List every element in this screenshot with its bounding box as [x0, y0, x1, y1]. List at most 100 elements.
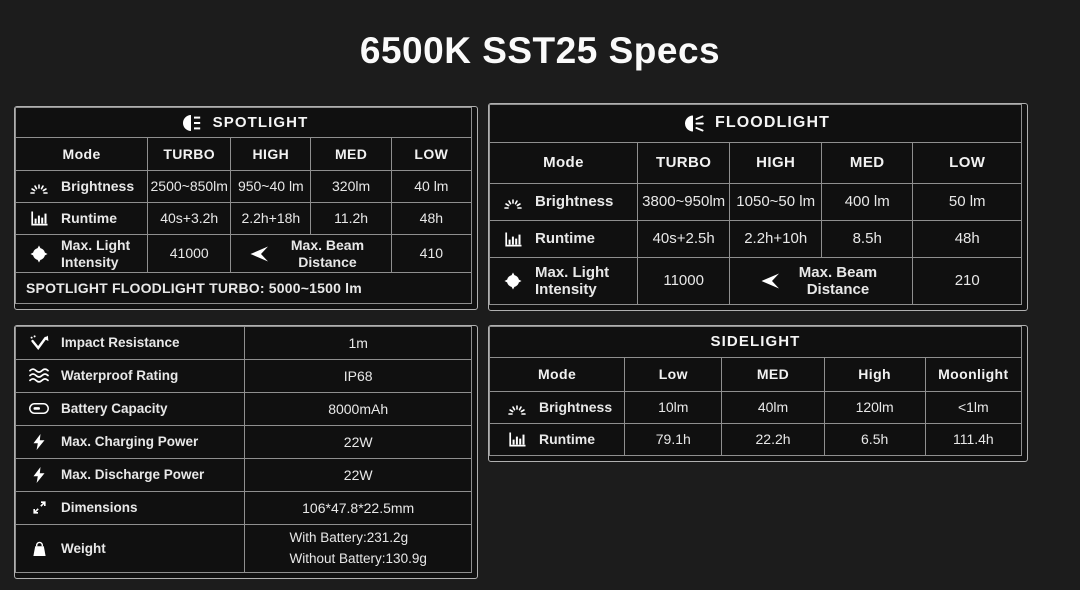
brightness-icon: [26, 180, 52, 194]
runtime-icon: [504, 432, 530, 447]
weight-value-cell: With Battery:231.2g Without Battery:130.…: [244, 524, 472, 573]
floodlight-spec-table: FLOODLIGHT Mode TURBO HIGH MED LOW Brigh…: [488, 103, 1028, 311]
light-intensity-icon: [500, 272, 526, 290]
sidelight-brightness-label: Brightness: [539, 399, 613, 416]
floodlight-intensity-label: Max. Light Intensity: [535, 263, 610, 298]
floodlight-beam-label-cell: Max. Beam Distance: [729, 257, 914, 305]
waterproof-label: Waterproof Rating: [61, 368, 179, 384]
spotlight-brightness-label-cell: Brightness: [14, 170, 149, 203]
floodlight-brightness-low: 50 lm: [912, 183, 1022, 221]
sidelight-brightness-high: 120lm: [823, 391, 926, 424]
spotlight-col-low: LOW: [390, 137, 473, 171]
sidelight-runtime-label: Runtime: [539, 431, 595, 448]
spotlight-col-turbo: TURBO: [147, 137, 232, 171]
battery-icon: [26, 403, 52, 415]
sidelight-spec-table: SIDELIGHT Mode Low MED High Moonlight Br…: [488, 325, 1028, 462]
sidelight-runtime-med: 22.2h: [721, 423, 825, 456]
floodlight-beam-value: 210: [912, 257, 1022, 305]
charging-power-value: 22W: [244, 425, 472, 459]
floodlight-runtime-high: 2.2h+10h: [729, 220, 822, 258]
discharge-power-label-cell: Max. Discharge Power: [14, 458, 246, 492]
sidelight-col-mode: Mode: [488, 357, 626, 392]
spotlight-title: SPOTLIGHT: [212, 113, 309, 131]
spotlight-spec-table: SPOTLIGHT Mode TURBO HIGH MED LOW Bright…: [14, 106, 478, 310]
battery-capacity-value: 8000mAh: [244, 392, 472, 426]
sidelight-col-moonlight: Moonlight: [924, 357, 1023, 392]
spotlight-col-mode: Mode: [14, 137, 149, 171]
dimensions-label-cell: Dimensions: [14, 491, 246, 525]
floodlight-brightness-label: Brightness: [535, 193, 614, 211]
floodlight-runtime-label: Runtime: [535, 230, 595, 248]
sidelight-brightness-moonlight: <1lm: [924, 391, 1023, 424]
impact-resistance-label-cell: Impact Resistance: [14, 326, 246, 360]
floodlight-runtime-label-cell: Runtime: [489, 220, 638, 258]
spotlight-brightness-high: 950~40 lm: [230, 170, 312, 203]
floodlight-brightness-high: 1050~50 lm: [729, 183, 822, 221]
floodlight-intensity-label-cell: Max. Light Intensity: [489, 257, 638, 305]
spotlight-header: SPOTLIGHT: [15, 107, 472, 138]
sidelight-brightness-med: 40lm: [721, 391, 825, 424]
sidelight-brightness-low: 10lm: [624, 391, 723, 424]
sidelight-col-med: MED: [721, 357, 825, 392]
runtime-icon: [500, 232, 526, 247]
floodlight-col-turbo: TURBO: [636, 142, 731, 184]
page-title: 6500K SST25 Specs: [359, 30, 721, 71]
weight-label: Weight: [61, 540, 106, 556]
charging-power-label: Max. Charging Power: [61, 434, 199, 450]
spotlight-runtime-low: 48h: [390, 202, 473, 235]
sidelight-runtime-label-cell: Runtime: [488, 423, 626, 456]
spotlight-brightness-low: 40 lm: [390, 170, 473, 203]
beam-distance-icon: [246, 246, 272, 262]
floodlight-beam-label: Max. Beam Distance: [798, 263, 878, 298]
impact-resistance-icon: [26, 335, 52, 351]
spotlight-intensity-value: 41000: [147, 234, 232, 273]
weight-label-cell: Weight: [14, 524, 246, 573]
impact-resistance-label: Impact Resistance: [61, 335, 180, 351]
waterproof-value: IP68: [244, 359, 472, 393]
spotlight-beam-label: Max. Beam Distance: [290, 237, 365, 270]
waterproof-icon: [26, 368, 52, 384]
discharge-power-icon: [26, 467, 52, 483]
floodlight-brightness-turbo: 3800~950lm: [636, 183, 731, 221]
dimensions-label: Dimensions: [61, 500, 138, 516]
floodlight-brightness-label-cell: Brightness: [489, 183, 638, 221]
floodlight-title: FLOODLIGHT: [715, 114, 830, 132]
dimensions-icon: [26, 500, 52, 515]
discharge-power-label: Max. Discharge Power: [61, 467, 205, 483]
weight-icon: [26, 541, 52, 557]
brightness-icon: [504, 401, 530, 415]
sidelight-runtime-high: 6.5h: [823, 423, 926, 456]
spotlight-brightness-med: 320lm: [310, 170, 392, 203]
floodlight-intensity-value: 11000: [636, 257, 731, 305]
spotlight-intensity-label-cell: Max. Light Intensity: [14, 234, 149, 273]
floodlight-header: FLOODLIGHT: [489, 104, 1022, 143]
sidelight-runtime-moonlight: 111.4h: [924, 423, 1023, 456]
spotlight-brightness-label: Brightness: [61, 178, 135, 195]
waterproof-label-cell: Waterproof Rating: [14, 359, 246, 393]
general-spec-table: Impact Resistance 1m Waterproof Rating I…: [14, 325, 478, 579]
weight-without-battery: Without Battery:130.9g: [289, 550, 427, 566]
discharge-power-value: 22W: [244, 458, 472, 492]
floodlight-col-mode: Mode: [489, 142, 638, 184]
floodlight-col-low: LOW: [912, 142, 1022, 184]
floodlight-col-med: MED: [820, 142, 914, 184]
battery-capacity-label: Battery Capacity: [61, 401, 168, 417]
spotlight-runtime-turbo: 40s+3.2h: [147, 202, 232, 235]
spotlight-intensity-label: Max. Light Intensity: [61, 237, 131, 270]
charging-power-label-cell: Max. Charging Power: [14, 425, 246, 459]
sidelight-col-low: Low: [624, 357, 723, 392]
spotlight-runtime-label-cell: Runtime: [14, 202, 149, 235]
spotlight-runtime-med: 11.2h: [310, 202, 392, 235]
spotlight-icon: [179, 114, 205, 131]
beam-distance-icon: [757, 273, 783, 289]
spotlight-col-med: MED: [310, 137, 392, 171]
light-intensity-icon: [26, 245, 52, 263]
sidelight-title: SIDELIGHT: [710, 333, 801, 351]
runtime-icon: [26, 211, 52, 226]
spotlight-beam-label-cell: Max. Beam Distance: [230, 234, 392, 273]
sidelight-brightness-label-cell: Brightness: [488, 391, 626, 424]
charging-power-icon: [26, 434, 52, 450]
floodlight-runtime-turbo: 40s+2.5h: [636, 220, 731, 258]
spotlight-col-high: HIGH: [230, 137, 312, 171]
spotlight-beam-value: 410: [390, 234, 473, 273]
